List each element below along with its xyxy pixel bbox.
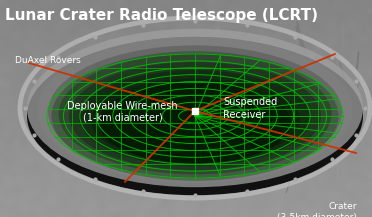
- Ellipse shape: [27, 37, 363, 195]
- Text: Crater
(3-5km diameter): Crater (3-5km diameter): [277, 202, 357, 217]
- Text: Lunar Crater Radio Telescope (LCRT): Lunar Crater Radio Telescope (LCRT): [5, 8, 318, 23]
- Text: Suspended
Receiver: Suspended Receiver: [223, 97, 278, 120]
- Ellipse shape: [48, 45, 342, 179]
- Ellipse shape: [90, 79, 300, 161]
- Text: DuAxel Rovers: DuAxel Rovers: [15, 56, 81, 65]
- Ellipse shape: [69, 62, 321, 170]
- Ellipse shape: [27, 29, 363, 187]
- Ellipse shape: [80, 70, 311, 166]
- Ellipse shape: [99, 82, 291, 163]
- Ellipse shape: [51, 51, 339, 181]
- Ellipse shape: [38, 37, 353, 183]
- Ellipse shape: [58, 54, 331, 174]
- Text: Deployable Wire-mesh
(1-km diameter): Deployable Wire-mesh (1-km diameter): [67, 100, 178, 123]
